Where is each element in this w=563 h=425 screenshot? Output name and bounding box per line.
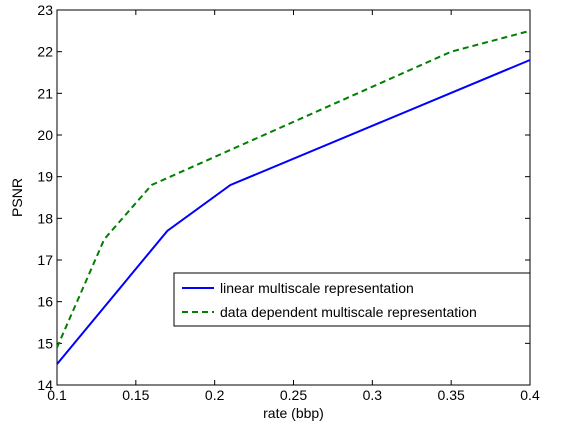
x-tick-label: 0.1: [47, 387, 67, 403]
series-lines: [56, 29, 531, 365]
y-tick-label: 23: [37, 2, 53, 18]
axis-ticks: 0.1 0.15 0.2 0.25 0.3 0.35 0.4 14 15 16 17 18 19 20 21…: [37, 2, 540, 403]
x-tick-label: 0.15: [122, 387, 149, 403]
y-tick-label: 20: [37, 127, 53, 143]
x-tick-label: 0.35: [438, 387, 465, 403]
y-tick-label: 21: [37, 85, 53, 101]
series-line-data-dependent: [56, 29, 531, 348]
x-tick-label: 0.3: [363, 387, 383, 403]
y-tick-label: 15: [37, 335, 53, 351]
y-tick-label: 17: [37, 252, 53, 268]
legend-label-linear: linear multiscale representation: [220, 280, 414, 296]
y-tick-label: 16: [37, 294, 53, 310]
legend: linear multiscale representation data de…: [173, 272, 531, 327]
y-tick-label: 22: [37, 44, 53, 60]
y-axis-label: PSNR: [9, 178, 25, 217]
legend-label-data-dependent: data dependent multiscale representation: [220, 304, 477, 320]
x-tick-label: 0.25: [280, 387, 307, 403]
legend-box: [173, 272, 531, 327]
x-tick-label: 0.4: [520, 387, 540, 403]
x-tick-label: 0.2: [205, 387, 225, 403]
y-tick-label: 19: [37, 169, 53, 185]
series-line-linear: [56, 59, 531, 365]
x-axis-label: rate (bbp): [263, 405, 324, 421]
y-tick-label: 18: [37, 210, 53, 226]
plot-area-frame: [56, 9, 531, 386]
y-tick-label: 14: [37, 377, 53, 393]
